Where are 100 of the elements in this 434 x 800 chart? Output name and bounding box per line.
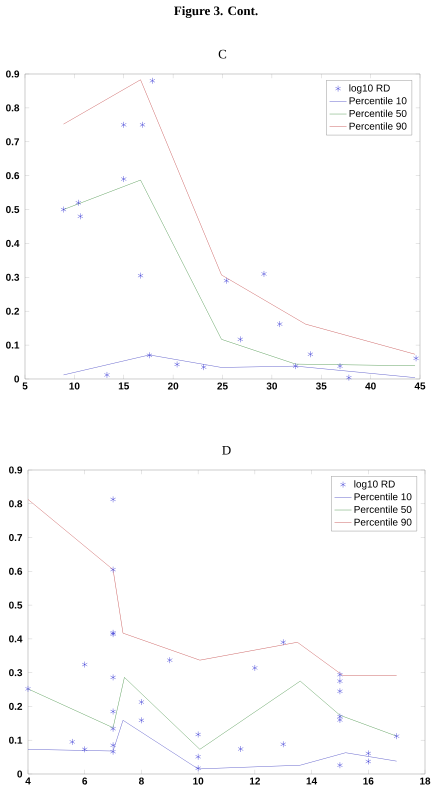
x-tick-label: 30 — [266, 382, 278, 390]
point — [104, 372, 110, 378]
point — [140, 122, 146, 128]
y-tick-label: 0.8 — [9, 500, 22, 508]
point — [238, 746, 244, 752]
point — [70, 738, 76, 746]
chart-title: C — [218, 50, 226, 58]
y-tick-label: 0.3 — [6, 274, 20, 281]
x-tick-label: 5 — [22, 382, 28, 390]
point — [224, 278, 230, 284]
line-series — [63, 354, 416, 378]
legend-label: Percentile 50 — [354, 506, 412, 513]
x-tick-label: 10 — [70, 382, 80, 390]
point — [25, 686, 31, 692]
y-tick-label: 0.8 — [6, 104, 20, 112]
x-tick-label: 45 — [414, 382, 426, 390]
point — [121, 122, 127, 128]
y-tick-label: 0.3 — [9, 669, 22, 676]
point — [337, 678, 343, 684]
point — [110, 726, 116, 732]
caption: Figure 3. Cont. — [174, 6, 258, 18]
point — [277, 320, 283, 328]
point — [280, 741, 286, 748]
point — [146, 352, 152, 358]
point — [82, 661, 88, 668]
point — [195, 731, 202, 738]
y-tick-label: 0.5 — [6, 206, 20, 214]
line-series — [63, 80, 416, 354]
y-tick-label: 0.4 — [9, 635, 22, 642]
point — [78, 213, 84, 220]
point — [76, 200, 82, 206]
line-series — [28, 499, 397, 676]
x-tick-label: 10 — [193, 778, 204, 785]
x-tick-label: 18 — [420, 778, 430, 785]
x-tick-label: 15 — [118, 382, 130, 390]
point — [238, 336, 244, 343]
legend-label: Percentile 50 — [350, 110, 407, 117]
y-tick-label: 0.2 — [6, 308, 20, 315]
point — [337, 362, 343, 370]
point — [201, 364, 207, 370]
point — [110, 742, 116, 748]
chart-title: D — [222, 446, 231, 455]
point — [110, 708, 116, 715]
point — [337, 713, 343, 720]
legend-label: Percentile 90 — [354, 518, 412, 526]
x-tick-label: 6 — [82, 778, 88, 785]
point — [308, 351, 314, 358]
point — [337, 716, 343, 724]
y-tick-label: 0 — [14, 375, 20, 383]
legend-label: Percentile 10 — [354, 492, 412, 500]
legend-label: Percentile 10 — [350, 96, 407, 104]
point — [261, 270, 267, 278]
x-tick-label: 8 — [139, 778, 144, 785]
point — [82, 746, 88, 753]
x-tick-label: 16 — [363, 778, 374, 785]
x-tick-label: 14 — [306, 778, 318, 784]
y-tick-label: 0.9 — [6, 70, 20, 78]
point — [195, 754, 202, 760]
point — [110, 748, 116, 755]
y-tick-label: 0.9 — [9, 466, 22, 474]
point — [252, 664, 258, 672]
y-tick-label: 0.6 — [6, 172, 20, 180]
y-tick-label: 0.1 — [9, 736, 22, 744]
point — [337, 671, 343, 678]
point — [394, 732, 400, 740]
x-tick-label: 4 — [25, 778, 31, 784]
point — [174, 361, 180, 368]
point — [150, 78, 156, 84]
point — [346, 374, 352, 381]
point — [292, 362, 298, 370]
point — [413, 355, 419, 362]
legend-label: Percentile 90 — [350, 122, 407, 130]
point — [60, 206, 66, 213]
point — [337, 688, 343, 694]
y-tick-label: 0 — [17, 770, 22, 778]
line-series — [28, 677, 397, 750]
line-series — [63, 180, 416, 366]
legend-label: log10 RD — [354, 480, 395, 490]
point — [337, 762, 343, 768]
point — [110, 674, 116, 681]
point — [366, 750, 372, 757]
x-tick-label: 25 — [217, 382, 228, 390]
point — [138, 717, 144, 724]
x-tick-label: 20 — [168, 382, 178, 390]
legend-label: log10 RD — [350, 84, 390, 94]
y-tick-label: 0.4 — [6, 240, 20, 247]
point — [167, 656, 173, 664]
y-tick-label: 0.5 — [9, 602, 22, 609]
y-tick-label: 0.1 — [6, 342, 20, 349]
x-tick-label: 35 — [316, 382, 327, 390]
line-series — [28, 720, 397, 770]
point — [110, 566, 116, 573]
point — [280, 639, 286, 646]
point — [366, 758, 372, 765]
y-tick-label: 0.2 — [9, 702, 22, 710]
y-tick-label: 0.6 — [9, 568, 22, 575]
y-tick-label: 0.7 — [9, 534, 22, 542]
y-tick-label: 0.7 — [6, 138, 20, 146]
x-tick-label: 40 — [365, 382, 376, 390]
point — [110, 496, 116, 503]
